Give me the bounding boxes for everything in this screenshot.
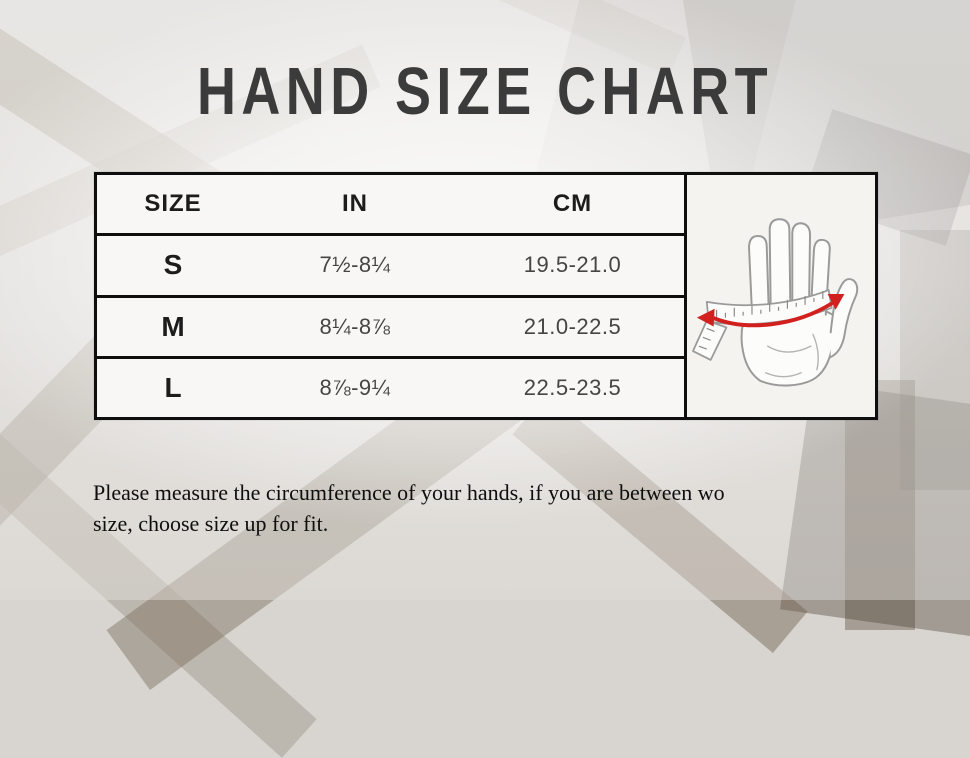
measure-circumference-arrow-icon [696,294,845,328]
table-header-row: SIZE IN CM [97,175,684,237]
table-row-l: L 8⅞-9¼ 22.5-23.5 [97,359,684,417]
cm-value: 22.5-23.5 [523,374,622,400]
cm-value: 21.0-22.5 [523,313,622,339]
tape-tail-ticks [698,327,715,350]
hand-size-table: SIZE IN CM S 7½-8¼ 19.5-21.0 M 8¼-8⅞ 21.… [94,172,878,420]
size-table-grid: SIZE IN CM S 7½-8¼ 19.5-21.0 M 8¼-8⅞ 21.… [97,175,684,417]
column-header-in: IN [342,190,368,218]
note-line-2: size, choose size up for fit. [93,511,329,536]
note-line-1: Please measure the circumference of your… [93,480,725,505]
hand-thumb [829,278,859,358]
column-header-size: SIZE [144,190,202,218]
cm-value: 19.5-21.0 [523,252,622,278]
tape-band-ticks [715,291,824,319]
inches-value: 8¼-8⅞ [319,313,391,339]
inches-value: 7½-8¼ [319,252,391,278]
hand-illustration-cell [684,175,875,417]
size-label: L [164,371,182,403]
hand-with-tape-measure-icon [692,218,859,387]
page-title: HAND SIZE CHART [197,53,773,129]
size-label: S [163,249,183,281]
palm-creases [765,333,819,378]
table-row-s: S 7½-8¼ 19.5-21.0 [97,236,684,298]
inches-value: 8⅞-9¼ [319,374,391,400]
measurement-note: Please measure the circumference of your… [93,477,903,539]
size-label: M [161,310,185,342]
hand-fingers [748,218,831,316]
table-row-m: M 8¼-8⅞ 21.0-22.5 [97,298,684,359]
column-header-cm: CM [552,190,593,218]
